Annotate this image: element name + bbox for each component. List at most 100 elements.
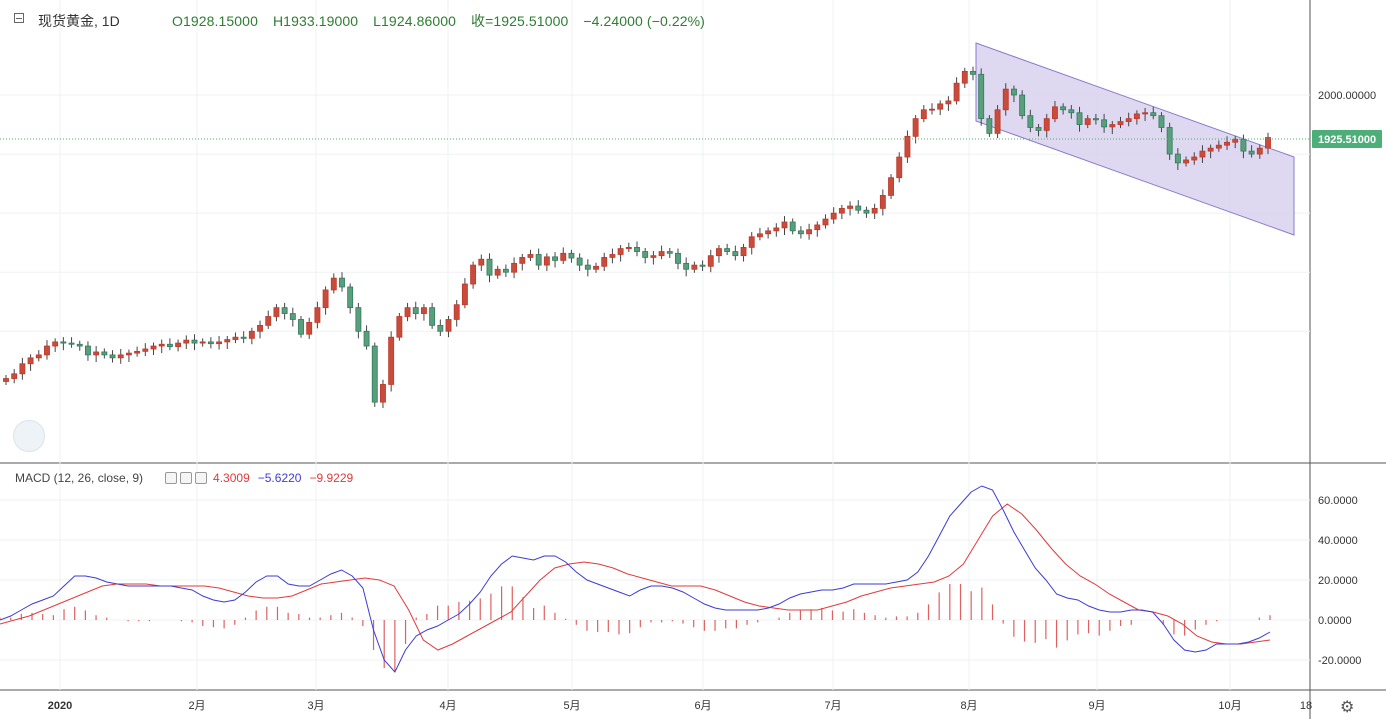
candle (265, 316, 272, 326)
candle (1092, 118, 1099, 121)
candle (224, 339, 231, 343)
candle (650, 255, 657, 258)
candle (1158, 115, 1165, 128)
candle (101, 351, 108, 356)
candle (855, 205, 862, 211)
candle (134, 350, 141, 354)
candle (1248, 150, 1255, 155)
candle (617, 248, 624, 255)
candle (3, 378, 9, 382)
candle (396, 316, 403, 338)
high-value: H1933.19000 (272, 13, 359, 29)
candle (879, 195, 886, 209)
candle (240, 336, 247, 339)
candle (535, 254, 542, 266)
candle (1027, 115, 1034, 128)
candle (830, 212, 837, 220)
candle (716, 248, 722, 257)
candle (986, 118, 993, 134)
y-tick-label: 2000.00000 (1318, 90, 1376, 102)
ohlc-readout: O1928.15000 H1933.19000 L1924.86000 收=19… (172, 11, 716, 31)
candle (552, 256, 558, 261)
candle (199, 341, 206, 344)
candle (502, 268, 509, 273)
collapse-icon[interactable] (14, 13, 24, 23)
settings-icon[interactable] (180, 472, 193, 484)
candle (568, 252, 575, 259)
candle (1240, 138, 1247, 152)
candle (748, 236, 755, 248)
candle (1265, 137, 1271, 149)
candle (642, 251, 649, 258)
close-icon[interactable] (195, 472, 208, 484)
candle (339, 277, 345, 288)
candle (314, 307, 321, 323)
candle (1060, 106, 1067, 111)
candle (1125, 118, 1132, 122)
candle (1133, 113, 1140, 120)
gear-icon[interactable]: ⚙ (1340, 699, 1355, 716)
candle (511, 262, 518, 273)
candle (1232, 138, 1239, 143)
candle (724, 248, 731, 252)
candle (912, 118, 919, 137)
candle (150, 345, 157, 350)
candle (281, 307, 288, 314)
last-price-label: 1925.51000 (1318, 134, 1376, 146)
candle (453, 304, 460, 320)
candle (732, 251, 739, 257)
candle (1166, 127, 1173, 155)
eye-icon[interactable] (165, 472, 178, 484)
candle (478, 258, 485, 266)
candle (494, 268, 501, 276)
candle (355, 307, 362, 332)
candle (437, 324, 444, 332)
candle (953, 82, 960, 102)
candle (232, 336, 239, 340)
candle (797, 230, 804, 235)
candle (207, 341, 214, 345)
last-price-tag (1312, 130, 1382, 148)
x-tick-label: 5月 (563, 700, 580, 712)
candle (1174, 153, 1181, 164)
candle (634, 246, 640, 252)
macd-legend: MACD (12, 26, close, 9) 4.3009 −5.6220 −… (15, 471, 353, 485)
macd-title[interactable]: MACD (12, 26, close, 9) (15, 471, 144, 485)
candle (699, 264, 706, 267)
candle (486, 258, 493, 276)
candle (593, 265, 599, 270)
candle (109, 354, 116, 359)
candle (166, 343, 173, 348)
candle (789, 221, 796, 232)
candle (347, 286, 354, 309)
candle (945, 100, 952, 105)
candle (560, 252, 567, 261)
candle (625, 246, 632, 249)
candle (330, 277, 337, 291)
candle (1256, 147, 1263, 155)
candle (76, 343, 83, 347)
symbol-title[interactable]: 现货黄金, 1D (38, 13, 120, 29)
candle (658, 251, 665, 257)
x-tick-label: 7月 (824, 700, 841, 712)
candle (822, 218, 829, 226)
candle (429, 307, 436, 326)
candle (306, 322, 313, 335)
x-tick-label: 2020 (48, 700, 72, 712)
tradingview-logo-icon (13, 420, 45, 452)
candle (273, 307, 280, 317)
candle (298, 319, 304, 335)
candle (691, 264, 698, 270)
macd-value: 4.3009 (213, 471, 250, 485)
candle (470, 264, 477, 285)
candle (543, 256, 550, 266)
candle (781, 221, 788, 229)
candle (888, 177, 894, 196)
candle (1150, 112, 1157, 117)
candle (1215, 144, 1222, 149)
candle (191, 339, 198, 344)
candle (93, 351, 100, 356)
candle (380, 384, 386, 403)
candle (158, 343, 165, 347)
